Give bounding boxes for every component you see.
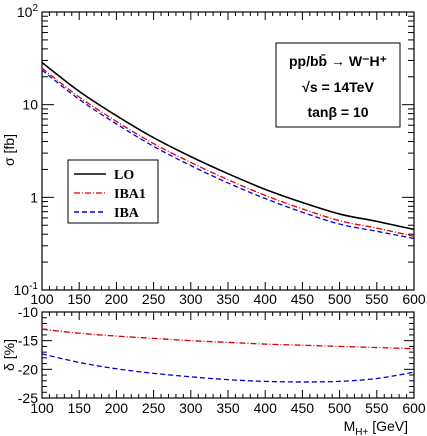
top-axis-ticks [41,12,415,291]
bottom-axis-ticks [41,311,415,399]
top-y-tick-labels: 102 10 1 10-1 [14,3,39,298]
bottom-x-tick-label: 400 [254,400,278,416]
top-x-tick-label: 200 [105,291,129,307]
top-y-axis-title: σ [fb] [1,134,17,166]
top-x-tick-label: 350 [216,291,240,307]
bottom-x-tick-label: 150 [68,400,92,416]
legend-label-lo: LO [114,168,134,183]
top-x-tick-label: 100 [30,291,54,307]
legend-label-iba1: IBA1 [114,187,146,202]
bottom-y-tick-label: -15 [18,333,38,349]
bottom-y-axis-title: δ [%] [1,339,17,371]
top-y-tick-label: 1 [30,189,38,205]
top-x-tick-labels: 100 150 200 250 300 350 400 450 500 550 600 [30,291,426,307]
legend-label-iba: IBA [114,206,140,221]
bottom-x-tick-label: 500 [328,400,352,416]
legend: LO IBA1 IBA [67,159,159,224]
bottom-y-tick-label: -25 [18,390,38,406]
info-energy: √s = 14TeV [302,79,374,95]
bottom-x-tick-label: 350 [216,400,240,416]
bottom-x-tick-label: 450 [291,400,315,416]
process-info-box: pp/bb̄ → W⁻H⁺ √s = 14TeV tanβ = 10 [275,42,401,128]
top-y-tick-label: 10-1 [14,281,39,298]
top-series-iba [41,69,415,240]
top-y-tick-label: 10 [22,97,38,113]
top-x-tick-label: 300 [179,291,203,307]
bottom-x-tick-label: 100 [30,400,54,416]
top-series-lo [41,61,415,231]
bottom-x-tick-label: 550 [365,400,389,416]
bottom-x-tick-labels: 100 150 200 250 300 350 400 450 500 550 600 [30,400,426,416]
top-series-iba1 [41,67,415,237]
top-x-tick-label: 400 [254,291,278,307]
bottom-y-tick-label: -10 [18,304,38,320]
bottom-series-iba [41,353,415,383]
bottom-x-axis-title: MH+ [GeV] [344,418,408,436]
top-x-tick-label: 150 [68,291,92,307]
top-x-tick-label: 600 [402,291,426,307]
top-series-lines [41,61,415,240]
bottom-y-tick-labels: -10 -15 -20 -25 [18,304,38,406]
bottom-x-tick-label: 250 [142,400,166,416]
top-y-tick-label: 102 [17,3,39,20]
top-x-tick-label: 250 [142,291,166,307]
top-x-tick-label: 450 [291,291,315,307]
bottom-x-tick-label: 200 [105,400,129,416]
bottom-series-lines [41,328,415,383]
bottom-x-tick-label: 600 [402,400,426,416]
bottom-x-tick-label: 300 [179,400,203,416]
top-x-tick-label: 550 [365,291,389,307]
top-panel: 100 150 200 250 300 350 400 450 500 550 600 102101… [1,3,426,307]
bottom-y-tick-label: -20 [18,361,38,377]
info-tanbeta: tanβ = 10 [307,104,368,120]
bottom-panel: 100 150 200 250 300 350 400 450 500 550 600 -10 -15… [1,304,426,436]
bottom-plot-frame [41,311,415,399]
info-box-frame [275,42,401,128]
top-x-tick-label: 500 [328,291,352,307]
info-process: pp/bb̄ → W⁻H⁺ [289,52,387,69]
bottom-series-iba1 [41,328,415,350]
